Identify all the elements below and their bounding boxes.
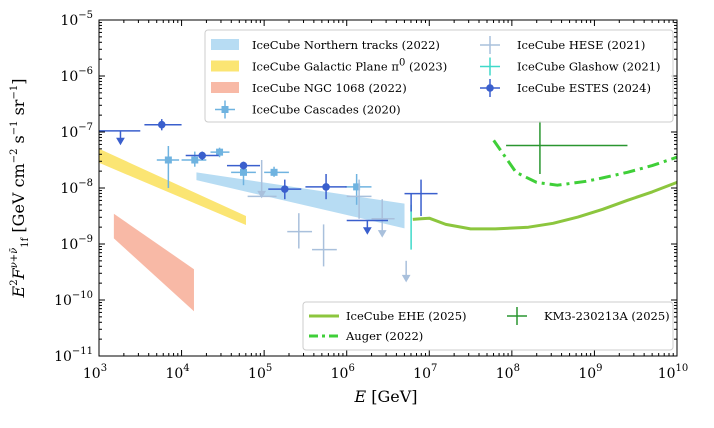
legend-label: IceCube NGC 1068 (2022)	[252, 81, 407, 95]
legend-label: KM3-230213A (2025)	[544, 309, 670, 323]
band-icecube-galactic-plane-0-2023	[99, 148, 246, 225]
legend-entry-icecube-galactic-plane: IceCube Galactic Plane π0 (2023)	[211, 58, 447, 74]
data-point	[401, 260, 411, 283]
plot-points	[99, 119, 628, 283]
legend-entry-auger-2022: Auger (2022)	[309, 329, 423, 343]
data-point	[346, 179, 372, 219]
marker-square	[216, 148, 224, 156]
legend-swatch	[211, 82, 239, 93]
upper-limit-arrow	[362, 227, 372, 235]
x-tick-label: 109	[578, 363, 602, 382]
data-point	[185, 151, 219, 160]
series-icecube-estes-2024	[99, 119, 438, 235]
upper-limit-arrow	[377, 230, 387, 238]
x-tick-label: 107	[413, 363, 437, 382]
legend-swatch	[211, 39, 239, 50]
data-point	[156, 146, 180, 188]
y-tick-label: 10−7	[60, 122, 93, 141]
y-axis-label: E2Fν+ν̄1f [GeV cm−2 s−1 sr−1]	[9, 79, 31, 299]
legend-label: IceCube EHE (2025)	[346, 309, 467, 323]
data-point	[345, 174, 372, 205]
legend-swatch	[211, 60, 239, 72]
data-point	[305, 174, 347, 200]
legend-entry-icecube-northern-tracks-2022: IceCube Northern tracks (2022)	[211, 38, 440, 52]
legend-bottom	[302, 301, 674, 351]
legend-entry-icecube-ngc-1068-2022: IceCube NGC 1068 (2022)	[211, 81, 407, 95]
legends: IceCube Northern tracks (2022) IceCube Ga…	[204, 29, 674, 351]
x-tick-label: 104	[165, 363, 189, 382]
y-tick-label: 10−9	[60, 234, 93, 253]
y-tick-label: 10−5	[60, 10, 93, 29]
marker-square	[270, 168, 278, 176]
data-point	[371, 199, 395, 238]
marker-circle	[239, 161, 248, 170]
data-point	[99, 130, 141, 146]
legend-entry-icecube-hese-2021: IceCube HESE (2021)	[480, 36, 645, 54]
data-point	[506, 120, 628, 174]
data-point	[312, 224, 337, 267]
axis-ticks: 103 104 105 106 107 108 109 1010 10−5 10−6 10−7 10−…	[54, 10, 688, 382]
legend-entry-km3-230213a-2025: KM3-230213A (2025)	[507, 307, 670, 325]
upper-limit-arrow	[401, 274, 411, 283]
data-point	[268, 179, 302, 200]
x-tick-label: 106	[331, 363, 355, 382]
y-tick-label: 10−8	[60, 178, 93, 197]
upper-limit-arrow	[116, 137, 125, 146]
legend-label: IceCube Northern tracks (2022)	[252, 38, 440, 52]
y-tick-label: 10−10	[54, 290, 93, 309]
legend-label: IceCube ESTES (2024)	[517, 81, 651, 95]
marker-circle	[322, 183, 330, 191]
legend-top	[204, 29, 674, 123]
x-tick-label: 108	[496, 363, 520, 382]
marker-square	[353, 183, 361, 191]
y-tick-label: 10−11	[54, 346, 93, 365]
marker-circle	[280, 185, 289, 193]
data-point	[346, 219, 388, 235]
band-icecube-northern-tracks-2022	[196, 172, 405, 229]
legend-label: IceCube Cascades (2020)	[252, 103, 401, 117]
legend-entry-icecube-estes-2024: IceCube ESTES (2024)	[480, 79, 651, 97]
legend-entry-icecube-cascades-2020: IceCube Cascades (2020)	[215, 100, 401, 119]
legend-marker	[221, 106, 229, 113]
legend-marker	[486, 84, 494, 92]
line-auger-2022	[492, 139, 678, 187]
data-point	[210, 147, 230, 158]
x-tick-label: 1010	[658, 363, 689, 382]
series-icecube-hese-2021	[247, 160, 411, 283]
legend-label: IceCube Glashow (2021)	[517, 60, 661, 74]
marker-circle	[157, 120, 166, 129]
marker-square	[240, 168, 247, 176]
band-icecube-ngc-1068-2022	[113, 213, 194, 312]
data-point	[226, 161, 261, 170]
legend-entry-icecube-ehe-2025: IceCube EHE (2025)	[309, 309, 467, 323]
marker-square	[164, 156, 172, 164]
legend-label: IceCube Galactic Plane π0 (2023)	[252, 58, 447, 74]
marker-circle	[198, 151, 207, 160]
x-tick-label: 103	[83, 363, 107, 382]
legend-label: IceCube HESE (2021)	[517, 38, 645, 52]
plot-lines	[412, 139, 678, 231]
data-point	[404, 179, 438, 216]
upper-limit-arrow	[257, 190, 267, 199]
data-point	[264, 166, 289, 177]
data-point	[287, 213, 313, 249]
legend-entry-icecube-glashow-2021: IceCube Glashow (2021)	[480, 57, 661, 76]
y-tick-label: 10−6	[60, 66, 93, 85]
series-km3-230213a-2025	[506, 120, 628, 174]
data-point	[144, 119, 182, 131]
x-tick-label: 105	[248, 363, 272, 382]
marker-square	[191, 156, 199, 164]
plot-bands	[99, 148, 405, 312]
line-icecube-ehe-2025	[412, 180, 678, 231]
data-point	[247, 160, 277, 199]
legend-label: Auger (2022)	[345, 329, 423, 343]
x-axis-label: E [GeV]	[353, 387, 417, 406]
